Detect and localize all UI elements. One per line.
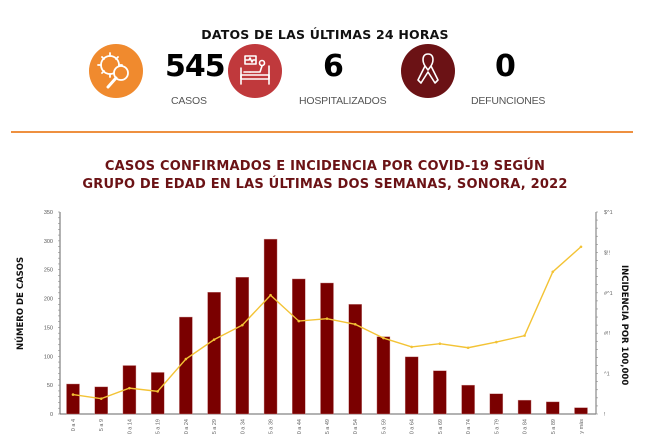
bar [122,365,137,415]
x-tick-label: 45 a 49 [325,419,331,434]
bar [489,393,504,415]
hospital-bed-icon [228,44,282,98]
bar [94,386,108,415]
x-tick-label: 25 a 29 [212,419,218,434]
bar [207,292,221,415]
line-point [184,357,188,361]
line-series-incidence [71,245,583,400]
y-tick-label: 300 [44,239,53,245]
x-tick-label: 65 a 69 [438,419,444,434]
y2-tick-label: $!! [604,250,611,256]
x-tick-label: 0 a 4 [71,419,77,431]
x-tick-label: 60 a 64 [410,419,416,434]
y2-tick-label: #!! [604,331,611,337]
line-point [353,323,357,326]
y-tick-label: 0 [50,412,53,418]
section-divider [11,131,633,133]
y-tick-label: 150 [44,325,53,331]
chart-title-line-2: GRUPO DE EDAD EN LAS ÚLTIMAS DOS SEMANAS… [82,177,568,192]
bar [348,304,362,415]
bar [546,401,560,415]
y2-tick-label: ! [604,412,606,418]
virus-search-icon [89,44,143,98]
line-point [241,323,244,327]
y-axis-right: ! ^1 #!! #^1 $!! $^1 [595,210,613,418]
bar [574,407,588,415]
bar [433,370,447,415]
line-point [325,317,329,320]
x-tick-label: 75 a 79 [494,419,500,434]
bar [517,399,532,415]
y2-tick-label: $^1 [604,210,613,216]
y-tick-label: 200 [44,297,53,303]
bar [235,277,250,415]
deaths-value: 0 [495,49,516,84]
bar [292,278,306,415]
line-point [466,346,470,350]
x-axis-labels: 0 a 4 5 a 9 10 a 14 15 a 19 20 a 24 25 a 29 30… [71,419,585,434]
line-point [495,340,498,344]
line-point [551,270,555,274]
x-tick-label: 30 a 34 [240,419,246,434]
y2-tick-label: #^1 [604,291,613,297]
x-tick-label: 70 a 74 [466,419,472,434]
x-tick-label: 10 a 14 [127,419,133,434]
x-tick-label: 85 a 89 [551,419,557,434]
line-point [71,393,75,396]
bar [150,372,165,415]
awareness-ribbon-icon [401,44,455,98]
deaths-label: DEFUNCIONES [471,95,546,107]
x-tick-label: 15 a 19 [156,419,162,434]
header-title: DATOS DE LAS ÚLTIMAS 24 HORAS [201,27,449,42]
chart-title-line-1: CASOS CONFIRMADOS E INCIDENCIA POR COVID… [104,159,546,174]
hospitalized-value: 6 [323,49,344,84]
line-point [579,245,583,249]
line-point [128,386,131,390]
line-point [269,293,272,297]
y2-tick-label: ^1 [604,372,610,378]
line-point [438,342,442,346]
line-point [410,345,413,349]
line-point [297,319,301,323]
chart-title: CASOS CONFIRMADOS E INCIDENCIA POR COVID… [0,158,650,194]
bar [404,356,419,415]
x-tick-label: 20 a 24 [184,419,190,434]
line-point [382,336,385,340]
line-point [523,334,526,337]
y-tick-label: 350 [44,210,53,216]
y-tick-label: 50 [47,383,53,389]
x-tick-label: 55 a 59 [381,419,387,434]
cases-label: CASOS [171,95,207,107]
x-tick-label: 80 a 84 [523,419,529,434]
x-tick-label: 40 a 44 [297,419,303,434]
bar [376,336,391,415]
bar [461,384,475,415]
y-tick-label: 100 [44,354,53,360]
line-point [156,390,159,393]
bar [263,238,278,415]
bar [66,383,80,415]
x-tick-label: 90 y más [579,419,585,434]
x-tick-label: 50 a 54 [353,419,359,434]
line-point [99,397,103,400]
line-point [212,338,216,341]
cases-value: 545 [165,49,226,84]
hospitalized-label: HOSPITALIZADOS [299,95,387,107]
x-tick-label: 5 a 9 [99,419,105,431]
y-tick-label: 250 [44,268,53,274]
x-tick-label: 35 a 39 [269,419,275,434]
bar [320,282,334,415]
bar [179,316,193,415]
bar-series-cases [66,238,588,415]
